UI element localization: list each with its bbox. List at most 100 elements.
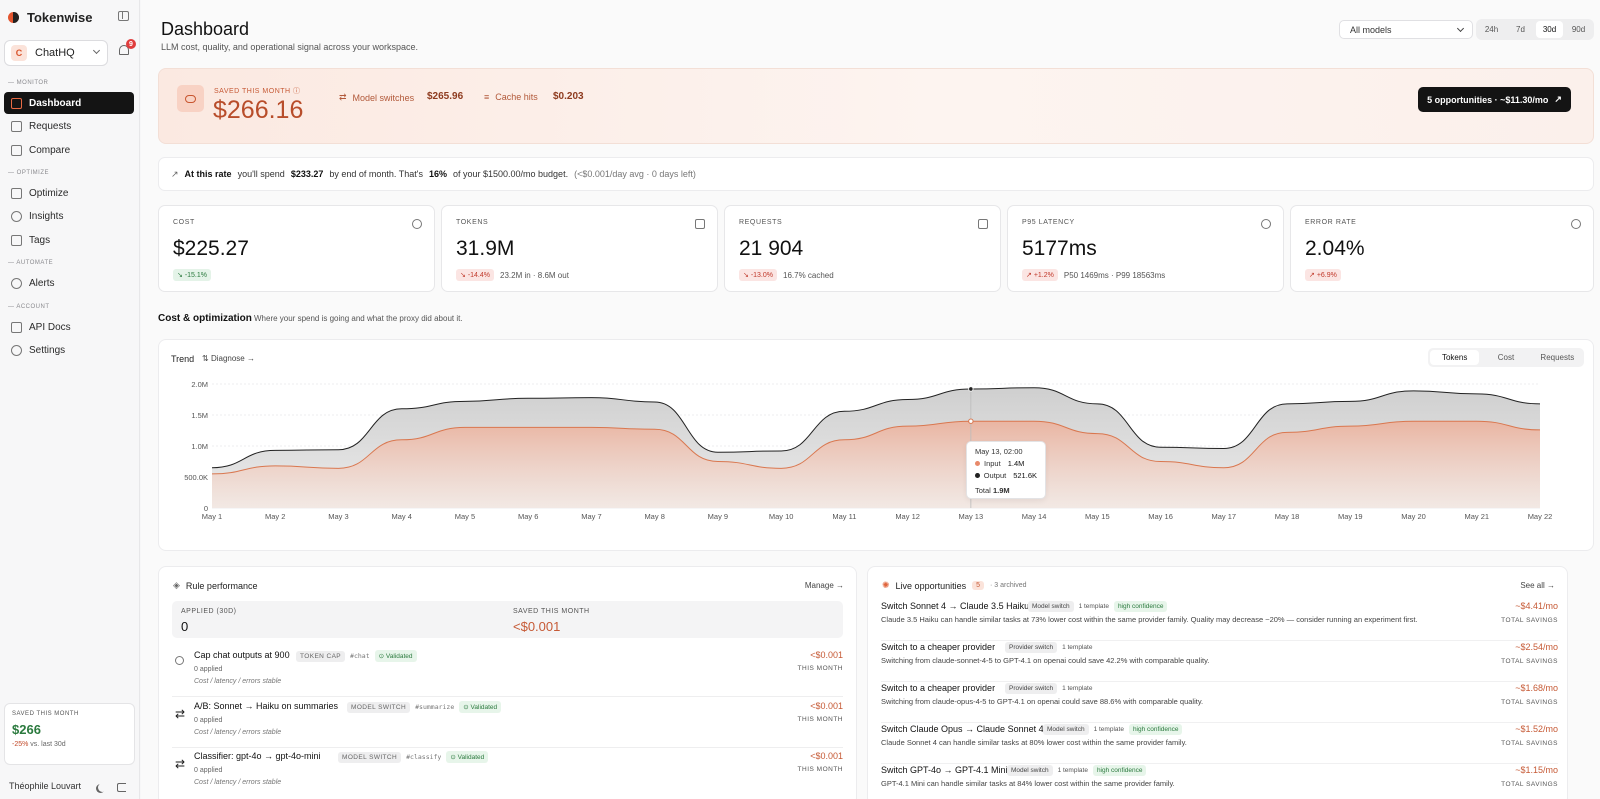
total-series-line — [211, 387, 1541, 469]
rule-row[interactable]: ⇄ A/B: Sonnet → Haiku on summaries MODEL… — [172, 698, 843, 748]
validated-badge: ⊙ Validated — [374, 650, 417, 662]
kpi-tokens-card[interactable]: TOKENS 31.9M ↘ -14.4% 23.2M in · 8.6M out — [441, 205, 718, 292]
archived-count[interactable]: · 3 archived — [990, 582, 1027, 589]
kpi-error-rate-card[interactable]: ERROR RATE 2.04% ↗ +6.9% — [1290, 205, 1594, 292]
range-30d-button[interactable]: 30d — [1536, 21, 1563, 38]
validated-badge: ⊙ Validated — [459, 701, 502, 713]
hover-point-total — [968, 386, 974, 392]
opportunity-tags: Provider switch 1 template — [1005, 642, 1092, 653]
rule-tag: #chat — [350, 652, 370, 660]
moon-icon[interactable] — [98, 783, 107, 792]
x-tick-label: May 17 — [1212, 512, 1237, 521]
x-tick-label: May 11 — [832, 512, 856, 521]
cache-hits-label: Cache hits — [495, 92, 538, 102]
opportunity-row[interactable]: Switch GPT-4o → GPT-4.1 Mini Model switc… — [881, 765, 1558, 799]
logout-icon[interactable] — [117, 783, 126, 792]
forecast-text-1: you'll spend — [237, 169, 285, 179]
savings-delta: -25% vs. last 30d — [12, 741, 127, 748]
sidebar-item-label: Dashboard — [29, 97, 82, 109]
brand[interactable]: Tokenwise — [8, 10, 93, 25]
sidebar-item-insights[interactable]: Insights — [4, 205, 134, 227]
opportunity-templates: 1 template — [1057, 767, 1088, 774]
see-all-link[interactable]: See all → — [1520, 581, 1555, 590]
sidebar-item-tags[interactable]: Tags — [4, 229, 134, 251]
time-range-toggle: 24h 7d 30d 90d — [1476, 19, 1594, 40]
rule-name: A/B: Sonnet → Haiku on summaries — [194, 701, 339, 711]
user-name[interactable]: Théophile Louvart — [9, 781, 82, 791]
x-tick-label: May 13 — [959, 512, 984, 521]
rule-row[interactable]: Cap chat outputs at 900 TOKEN CAP #chat … — [172, 647, 843, 697]
workspace-switcher[interactable]: C ChatHQ — [4, 40, 108, 66]
manage-rules-link[interactable]: Manage → — [804, 581, 844, 590]
x-tick-label: May 21 — [1464, 512, 1489, 521]
opportunity-row[interactable]: Switch to a cheaper provider Provider sw… — [881, 642, 1558, 682]
sidebar-item-api-docs[interactable]: API Docs — [4, 316, 134, 338]
input-dot-icon — [975, 461, 980, 466]
rule-saving-label: THIS MONTH — [797, 716, 843, 723]
confidence-badge: high confidence — [1113, 601, 1168, 612]
opportunity-templates: 1 template — [1093, 726, 1124, 733]
sidebar-item-requests[interactable]: Requests — [4, 115, 134, 137]
sidebar-savings-card: SAVED THIS MONTH $266 -25% vs. last 30d — [4, 703, 135, 765]
metric-requests-button[interactable]: Requests — [1540, 353, 1575, 362]
panel-header: ✺ Live opportunities 5 · 3 archived — [882, 580, 1027, 591]
opportunity-row[interactable]: Switch Claude Opus → Claude Sonnet 4 Mod… — [881, 724, 1558, 764]
notifications-bell-icon[interactable]: 9 — [118, 39, 136, 58]
chip-icon — [695, 219, 705, 229]
range-24h-button[interactable]: 24h — [1484, 25, 1499, 34]
x-tick-label: May 22 — [1528, 512, 1553, 521]
kpi-cost-card[interactable]: COST $225.27 ↘ -15.1% — [158, 205, 435, 292]
range-90d-button[interactable]: 90d — [1571, 25, 1586, 34]
savings-amount: $266 — [12, 722, 41, 737]
rule-name: Cap chat outputs at 900 — [194, 650, 290, 660]
rule-summary: APPLIED (30D) 0 SAVED THIS MONTH <$0.001 — [172, 601, 843, 638]
opportunity-title: Switch Sonnet 4 → Claude 3.5 Haiku — [881, 601, 1030, 611]
diagnose-link[interactable]: ⇅ Diagnose → — [202, 354, 255, 363]
confidence-badge: high confidence — [1092, 765, 1147, 776]
kpi-value: 2.04% — [1305, 237, 1365, 260]
nav-section-optimize: — Optimize — [8, 170, 50, 176]
sidebar-item-label: Requests — [29, 120, 72, 132]
kpi-requests-card[interactable]: REQUESTS 21 904 ↘ -13.0% 16.7% cached — [724, 205, 1001, 292]
tooltip-input-value: 1.4M — [1007, 459, 1025, 468]
kpi-note: 16.7% cached — [783, 270, 834, 280]
trend-chart[interactable]: 0 500.0K 1.0M 1.5M 2.0M May 1 May 2 May 3 May 4 M… — [159, 340, 1595, 552]
opportunity-title: Switch to a cheaper provider — [881, 683, 996, 693]
x-tick-label: May 18 — [1275, 512, 1300, 521]
sidebar-item-dashboard[interactable]: Dashboard — [4, 92, 134, 114]
x-tick-label: May 4 — [391, 512, 411, 521]
x-tick-label: May 16 — [1148, 512, 1173, 521]
rule-note: Cost / latency / errors stable — [194, 678, 282, 685]
sidebar-collapse-icon[interactable] — [118, 11, 129, 21]
opportunity-kind-badge: Model switch — [1007, 765, 1053, 776]
code-icon — [11, 321, 22, 333]
grid-icon — [11, 97, 22, 109]
kpi-latency-card[interactable]: P95 LATENCY 5177ms ↗ +1.2% P50 1469ms · P… — [1007, 205, 1284, 292]
opportunity-description: Switching from claude-sonnet-4-5 to GPT-… — [881, 656, 1210, 665]
applied-label: APPLIED (30D) — [181, 608, 237, 615]
opportunity-row[interactable]: Switch Sonnet 4 → Claude 3.5 Haiku Model… — [881, 601, 1558, 641]
sidebar-item-optimize[interactable]: Optimize — [4, 182, 134, 204]
chart-title: Trend — [171, 354, 195, 364]
rule-row[interactable]: ⇄ Classifier: gpt-4o → gpt-4o-mini MODEL… — [172, 748, 843, 798]
opportunities-button-label: 5 opportunities · ~$11.30/mo — [1427, 94, 1549, 105]
sidebar-item-alerts[interactable]: Alerts — [4, 272, 134, 294]
model-switches-value: $265.96 — [427, 91, 464, 102]
opportunity-amount: ~$2.54/mo — [1515, 642, 1558, 652]
metric-tokens-button[interactable]: Tokens — [1430, 350, 1480, 365]
sidebar-item-label: Insights — [29, 210, 64, 222]
opportunity-templates: 1 template — [1062, 644, 1093, 651]
model-select[interactable]: All models — [1339, 20, 1473, 39]
kpi-value: 31.9M — [456, 237, 515, 260]
kpi-delta: ↘ -14.4% — [456, 269, 494, 281]
sidebar-item-compare[interactable]: Compare — [4, 139, 134, 161]
kpi-label: P95 LATENCY — [1022, 219, 1075, 226]
opportunity-row[interactable]: Switch to a cheaper provider Provider sw… — [881, 683, 1558, 723]
tag-icon — [11, 234, 22, 246]
metric-cost-button[interactable]: Cost — [1497, 353, 1515, 362]
sidebar-item-settings[interactable]: Settings — [4, 339, 134, 361]
opportunities-button[interactable]: 5 opportunities · ~$11.30/mo ↗ — [1418, 87, 1571, 112]
forecast-text-2: by end of month. That's — [329, 169, 423, 179]
opportunity-amount-label: TOTAL SAVINGS — [1501, 699, 1558, 706]
range-7d-button[interactable]: 7d — [1516, 25, 1525, 34]
